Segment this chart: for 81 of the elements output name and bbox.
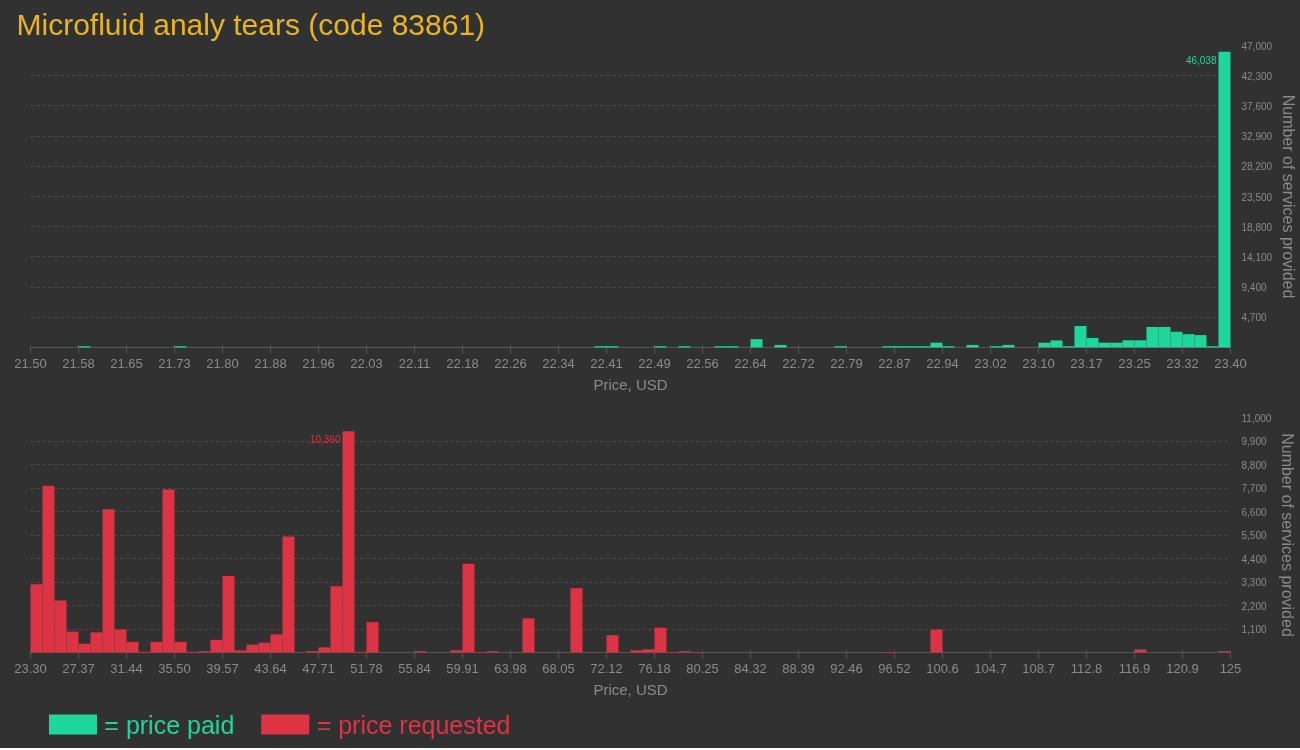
x-tick-label: 63.98 <box>494 660 527 676</box>
x-tick-label: 43.64 <box>254 660 287 676</box>
y-tick-label: 32,900 <box>1241 131 1273 143</box>
y-tick-label: 37,600 <box>1241 100 1273 112</box>
x-tick-label: 72.12 <box>590 660 623 676</box>
x-tick-label: 88.39 <box>782 660 815 676</box>
x-tick-label: 80.25 <box>686 660 719 676</box>
x-tick-label: 96.52 <box>878 660 911 676</box>
x-tick-label: 22.94 <box>926 355 959 371</box>
y-tick-label: 5,500 <box>1241 530 1267 541</box>
x-tick-label: 59.91 <box>446 660 479 676</box>
x-tick-label: 21.96 <box>302 355 335 371</box>
x-tick-label: 84.32 <box>734 660 767 676</box>
y-tick-label: 4,700 <box>1241 312 1267 324</box>
x-tick-label: 104.7 <box>974 660 1007 676</box>
y-tick-label: 42,300 <box>1241 70 1273 82</box>
x-tick-label: 68.05 <box>542 660 575 676</box>
y-tick-label: 8,800 <box>1241 459 1267 471</box>
x-tick-label: 22.34 <box>542 355 575 371</box>
x-tick-label: 112.8 <box>1070 660 1103 676</box>
y-tick-label: 9,900 <box>1241 436 1267 447</box>
x-tick-label: 21.65 <box>110 355 143 371</box>
x-tick-label: 22.49 <box>638 355 671 371</box>
x-tick-label: 22.26 <box>494 355 527 371</box>
x-tick-label: 21.80 <box>206 355 239 371</box>
y-tick-label: 4,400 <box>1241 553 1267 565</box>
x-axis-title: Price, USD <box>593 375 668 393</box>
y-tick-label: 6,600 <box>1241 506 1267 518</box>
chart-title: Microfluid analy tears (code 83861) <box>16 7 486 41</box>
x-tick-label: 120.9 <box>1166 660 1199 676</box>
x-tick-label: 22.11 <box>398 355 431 371</box>
x-tick-label: 21.50 <box>14 355 47 371</box>
legend-label: = price requested <box>316 710 511 739</box>
legend-label: = price paid <box>104 710 235 739</box>
y-tick-label: 47,000 <box>1241 40 1273 52</box>
x-tick-label: 76.18 <box>638 660 671 676</box>
annotation: 10,360 <box>309 434 341 446</box>
x-tick-label: 22.79 <box>830 355 863 371</box>
x-tick-label: 22.87 <box>878 355 911 371</box>
x-tick-label: 100.6 <box>926 660 959 676</box>
x-tick-label: 23.02 <box>974 355 1007 371</box>
y-tick-label: 3,300 <box>1241 577 1267 588</box>
x-tick-label: 23.25 <box>1118 355 1151 371</box>
x-tick-label: 47.71 <box>302 660 335 676</box>
x-tick-label: 27.37 <box>62 660 95 676</box>
y-tick-label: 9,400 <box>1241 282 1267 294</box>
x-tick-label: 92.46 <box>830 660 863 676</box>
x-tick-label: 22.18 <box>446 355 479 371</box>
y-tick-label: 23,500 <box>1241 191 1273 203</box>
x-tick-label: 116.9 <box>1118 660 1151 676</box>
x-tick-label: 55.84 <box>398 660 431 676</box>
x-axis-title: Price, USD <box>593 680 668 698</box>
x-tick-label: 22.03 <box>350 355 383 371</box>
y-axis-title: Number of services provided <box>1279 433 1297 637</box>
x-tick-label: 39.57 <box>206 660 239 676</box>
y-axis-title: Number of services provided <box>1280 94 1298 299</box>
x-tick-label: 23.30 <box>14 660 47 676</box>
y-tick-label: 18,800 <box>1241 221 1273 233</box>
x-tick-label: 23.10 <box>1022 355 1055 371</box>
x-tick-label: 125 <box>1219 660 1242 676</box>
x-tick-label: 23.40 <box>1214 355 1247 371</box>
x-tick-label: 22.72 <box>782 355 815 371</box>
x-tick-label: 51.78 <box>350 660 383 676</box>
y-tick-label: 11,000 <box>1241 412 1272 424</box>
x-tick-label: 21.58 <box>62 355 95 371</box>
x-tick-label: 21.73 <box>158 355 191 371</box>
y-tick-label: 14,100 <box>1241 251 1273 263</box>
x-tick-label: 31.44 <box>110 660 143 676</box>
x-tick-label: 22.41 <box>590 355 623 371</box>
y-tick-label: 2,200 <box>1241 600 1267 612</box>
x-tick-label: 22.56 <box>686 355 719 371</box>
x-tick-label: 23.17 <box>1070 355 1103 371</box>
annotation: 46,038 <box>1185 54 1217 66</box>
x-tick-label: 23.32 <box>1166 355 1199 371</box>
x-tick-label: 108.7 <box>1022 660 1055 676</box>
y-tick-label: 28,200 <box>1241 161 1273 173</box>
x-tick-label: 35.50 <box>158 660 191 676</box>
x-tick-label: 22.64 <box>734 355 767 371</box>
y-tick-label: 7,700 <box>1241 483 1267 494</box>
x-tick-label: 21.88 <box>254 355 287 371</box>
y-tick-label: 1,100 <box>1241 624 1267 635</box>
